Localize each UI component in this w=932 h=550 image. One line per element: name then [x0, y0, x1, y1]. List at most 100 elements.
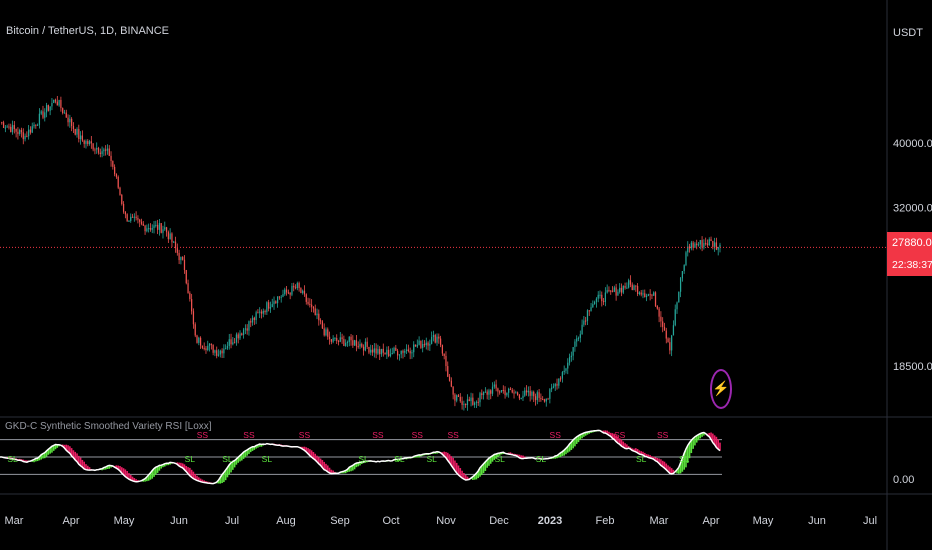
candle-body — [146, 228, 148, 232]
candle-body — [239, 333, 241, 339]
candle-body — [108, 148, 110, 156]
candle-body — [178, 252, 180, 261]
candle-body — [253, 317, 255, 321]
candle-body — [298, 283, 300, 289]
rsi-signal-label: SS — [243, 430, 255, 440]
rsi-signal-label: SS — [299, 430, 311, 440]
candle-body — [490, 390, 492, 394]
candle-body — [88, 141, 91, 144]
candle-body — [373, 348, 375, 353]
time-tick-label: Nov — [436, 515, 456, 527]
candle-body — [393, 347, 395, 353]
candle-body — [56, 101, 58, 106]
candle-body — [26, 135, 28, 137]
candle-body — [565, 368, 567, 371]
candle-body — [407, 349, 409, 352]
candle-body — [97, 148, 100, 153]
rsi-signal-label: SL — [358, 454, 369, 464]
candle-body — [332, 338, 334, 342]
candle-body — [31, 126, 33, 133]
alert-icon[interactable]: ⚡ — [710, 369, 732, 409]
candle-body — [62, 108, 64, 114]
candle-body — [465, 403, 467, 406]
candle-body — [126, 214, 128, 222]
candle-body — [567, 362, 569, 369]
rsi-signal-label: SS — [614, 430, 626, 440]
rsi-signal-label: SL — [394, 454, 405, 464]
candle-body — [597, 294, 599, 299]
countdown-badge: 22:38:37 — [887, 254, 932, 276]
candle-body — [357, 346, 359, 348]
rsi-signal-label: SL — [536, 454, 547, 464]
candle-body — [362, 346, 365, 351]
candle-body — [706, 243, 709, 246]
candle-body — [334, 338, 336, 340]
candle-body — [624, 285, 626, 288]
candle-body — [552, 386, 555, 388]
candle-body — [1, 122, 3, 124]
candle-body — [448, 376, 451, 381]
candle-body — [626, 287, 628, 289]
candle-body — [94, 149, 96, 151]
candle-body — [416, 344, 418, 347]
candle-body — [703, 243, 705, 248]
candle-body — [638, 292, 641, 294]
candle-body — [164, 227, 166, 230]
time-tick-label: Apr — [702, 515, 719, 527]
candle-body — [631, 284, 633, 291]
candle-body — [463, 403, 465, 405]
candle-body — [482, 392, 485, 396]
candle-body — [515, 392, 517, 394]
candle-body — [323, 328, 325, 336]
candle-body — [217, 354, 220, 356]
candle-body — [300, 288, 302, 294]
rsi-signals: SL SL SL SL SS SS SS SL SS SL SS SL SS SL SL SS SS SL SS SL — [7, 430, 689, 464]
candle-body — [345, 342, 347, 346]
candle-body — [688, 246, 691, 249]
candle-body — [58, 99, 60, 106]
candle-body — [685, 252, 687, 266]
price-axis-ticks: 40000.00 32000.00 18500.00 0.00 — [893, 138, 932, 486]
candle-body — [20, 130, 23, 133]
candle-body — [13, 125, 15, 129]
candle-body — [699, 240, 701, 245]
candle-body — [328, 336, 331, 340]
candle-body — [377, 349, 379, 354]
candle-body — [441, 345, 444, 354]
candle-body — [2, 122, 5, 128]
candle-body — [615, 287, 617, 296]
candle-body — [715, 242, 718, 250]
candle-body — [454, 394, 456, 401]
candle-body — [669, 342, 671, 351]
candle-body — [110, 155, 112, 162]
candle-body — [182, 257, 184, 260]
time-tick-label: May — [753, 515, 774, 527]
candle-body — [425, 342, 427, 346]
candle-body — [302, 290, 304, 294]
candle-body — [223, 348, 225, 354]
candle-body — [165, 227, 168, 233]
candle-body — [83, 140, 85, 144]
candle-body — [225, 348, 227, 350]
candle-body — [148, 228, 150, 230]
candle-body — [282, 294, 284, 297]
candle-body — [257, 312, 259, 314]
candle-body — [174, 241, 177, 249]
candle-body — [228, 339, 230, 346]
candle-body — [481, 393, 483, 396]
candle-body — [619, 287, 621, 292]
time-tick-label: Jul — [863, 515, 877, 527]
candle-body — [509, 388, 512, 390]
candle-body — [60, 99, 62, 109]
candle-body — [474, 402, 476, 405]
candle-body — [232, 342, 234, 345]
candle-body — [318, 313, 320, 321]
candle-body — [114, 166, 116, 175]
candle-body — [653, 292, 655, 296]
candle-body — [237, 334, 239, 339]
candle-body — [368, 346, 370, 353]
indicator-title: GKD-C Synthetic Smoothed Variety RSI [Lo… — [5, 421, 212, 432]
candle-body — [579, 334, 581, 338]
rsi-line — [0, 429, 721, 485]
